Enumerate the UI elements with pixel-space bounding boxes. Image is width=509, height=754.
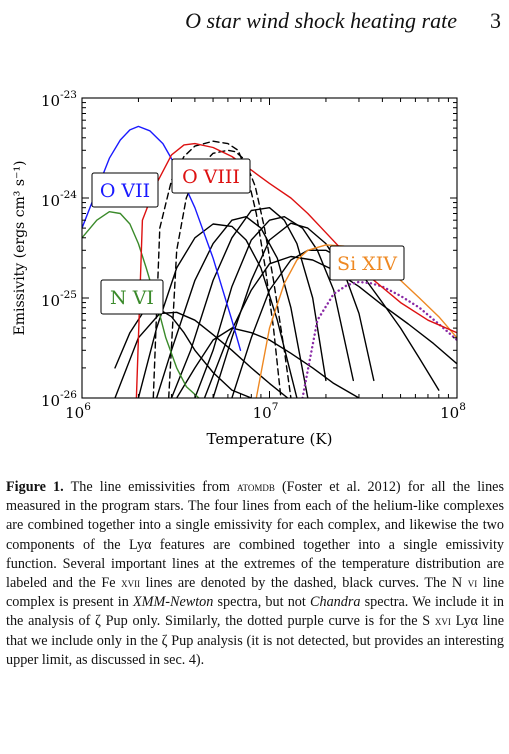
caption-xmm: XMM-Newton xyxy=(132,594,214,611)
caption-s-ion: xvi xyxy=(434,614,451,629)
caption-atomdb: atomdb xyxy=(236,480,275,494)
label-text: N VI xyxy=(110,287,154,309)
caption-text-4: line complex is present in xyxy=(6,575,505,611)
caption-text-6: spectra. We include it in the analysis o… xyxy=(6,594,504,630)
caption-chandra: Chandra xyxy=(310,594,361,611)
label-nvi: N VI xyxy=(100,279,164,315)
series-line-other-15 xyxy=(176,327,360,398)
label-text: Si XIV xyxy=(337,253,397,275)
caption-fe-ion: xvii xyxy=(121,576,141,591)
label-box xyxy=(91,172,159,208)
series-line-other-11 xyxy=(170,207,327,398)
caption-n-ion: vi xyxy=(467,576,478,591)
caption-text-2: (Foster et al. 2012) for all the lines m… xyxy=(6,479,504,592)
y-tick-label: 10-24 xyxy=(41,189,77,210)
label-oviii: O VIII xyxy=(171,158,251,194)
label-sixiv: Si XIV xyxy=(329,245,405,281)
series-line-ovii-0 xyxy=(82,125,242,351)
label-box xyxy=(100,279,164,315)
y-tick-label: 10-23 xyxy=(41,89,77,110)
series-line-other-9 xyxy=(137,223,298,398)
label-box xyxy=(171,158,251,194)
series-labels: O VII O VIII N VI Si XIV xyxy=(91,158,405,315)
x-tick-label: 107 xyxy=(253,401,279,422)
label-box xyxy=(329,245,405,281)
series-line-nvi-2 xyxy=(82,211,200,398)
caption-text-5: spectra, but not xyxy=(213,594,311,611)
series-line-other-7 xyxy=(114,307,252,398)
y-axis-label: Emissivity (ergs cm³ s⁻¹) xyxy=(12,160,28,335)
label-ovii: O VII xyxy=(91,172,159,208)
caption-label: Figure 1. xyxy=(6,479,64,495)
running-title: O star wind shock heating rate xyxy=(185,8,457,33)
series-line-other-12 xyxy=(194,216,354,398)
series-line-sxvi-4 xyxy=(301,280,457,398)
series-line-other-8 xyxy=(114,311,289,398)
x-tick-label: 108 xyxy=(440,401,466,422)
page-number: 3 xyxy=(490,8,501,33)
series-line-other-6 xyxy=(168,149,292,398)
caption-text-7: Lyα line that we include only in the ζ P… xyxy=(6,613,504,668)
chart-ticks: 106 107 108 10-26 10-25 10-24 10-23 xyxy=(41,89,466,422)
label-text: O VIII xyxy=(182,166,240,188)
x-axis-label: Temperature (K) xyxy=(207,430,333,448)
x-tick-label: 106 xyxy=(65,401,91,422)
y-tick-label: 10-26 xyxy=(41,389,77,410)
caption-text-1: The line emissivities from xyxy=(63,479,237,495)
label-text: O VII xyxy=(100,180,150,202)
y-tick-label: 10-25 xyxy=(41,289,77,310)
series-line-other-5 xyxy=(152,140,282,398)
series-line-other-10 xyxy=(155,216,309,398)
caption-text-3: lines are denoted by the dashed, black c… xyxy=(140,575,468,592)
figure-caption: Figure 1. The line emissivities from ato… xyxy=(6,478,504,670)
series-line-other-16 xyxy=(203,255,457,398)
page-header: O star wind shock heating rate 3 xyxy=(0,4,509,34)
